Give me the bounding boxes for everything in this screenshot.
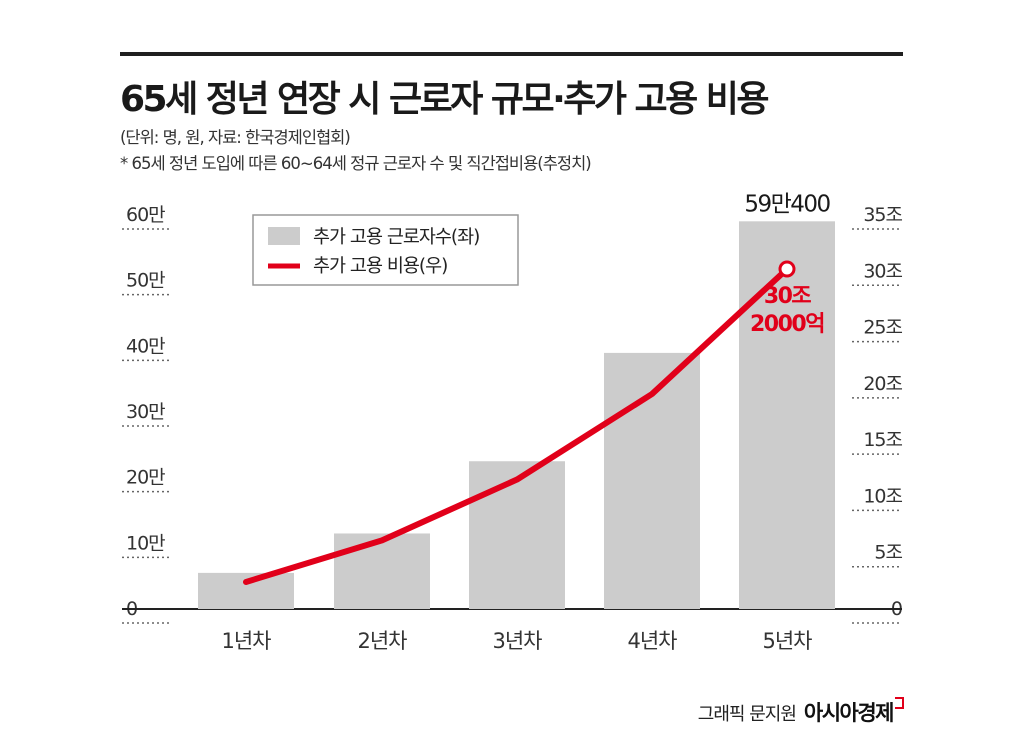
brand-logo: 아시아경제	[803, 701, 895, 725]
left-axis-tick-label: 20만	[126, 467, 165, 489]
credit: 그래픽 문지원 아시아경제	[698, 697, 904, 727]
right-axis-tick-label: 35조	[863, 204, 902, 226]
bar-value-label: 59만400	[744, 191, 830, 217]
left-axis-tick-label: 30만	[126, 401, 165, 423]
left-axis-tick-label: 10만	[126, 532, 165, 554]
left-axis-tick-label: 60만	[126, 204, 165, 226]
right-axis-tick-label: 30조	[863, 260, 902, 282]
right-axis-tick-label: 25조	[863, 317, 902, 339]
legend-box	[252, 214, 519, 286]
cost-line-end-marker	[778, 260, 796, 278]
cost-line	[243, 266, 790, 585]
left-axis-tick-label: 40만	[126, 335, 165, 357]
graphic-credit: 그래픽 문지원	[697, 704, 797, 725]
line-value-label: 30조	[764, 284, 812, 309]
right-axis-tick-label: 5조	[874, 542, 902, 564]
legend-line-label: 추가 고용 비용(우)	[313, 256, 447, 277]
x-axis-category-label: 4년차	[627, 629, 677, 653]
legend-bar-swatch	[268, 227, 300, 245]
bar	[469, 461, 565, 609]
x-axis-category-label: 3년차	[492, 629, 542, 653]
right-axis-tick-label: 20조	[863, 373, 902, 395]
brand-mark-icon	[895, 697, 904, 709]
bar	[198, 572, 294, 609]
right-axis-tick-label: 15조	[863, 429, 902, 451]
x-axis-category-label: 5년차	[762, 629, 812, 653]
bar	[334, 533, 430, 609]
x-axis-category-label: 2년차	[357, 629, 407, 653]
footnote: * 65세 정년 도입에 따른 60~64세 정규 근로자 수 및 직간접비용(…	[120, 154, 592, 173]
legend-bar-label: 추가 고용 근로자수(좌)	[313, 227, 479, 248]
unit-source-note: (단위: 명, 원, 자료: 한국경제인협회)	[120, 128, 351, 147]
left-axis-tick-label: 50만	[126, 270, 165, 292]
top-rule	[120, 52, 903, 56]
bar	[739, 221, 835, 609]
right-axis-tick-label: 10조	[863, 485, 902, 507]
x-axis-category-label: 1년차	[221, 629, 271, 653]
chart-title: 65세 정년 연장 시 근로자 규모·추가 고용 비용	[120, 79, 770, 120]
line-value-label: 2000억	[750, 312, 824, 337]
